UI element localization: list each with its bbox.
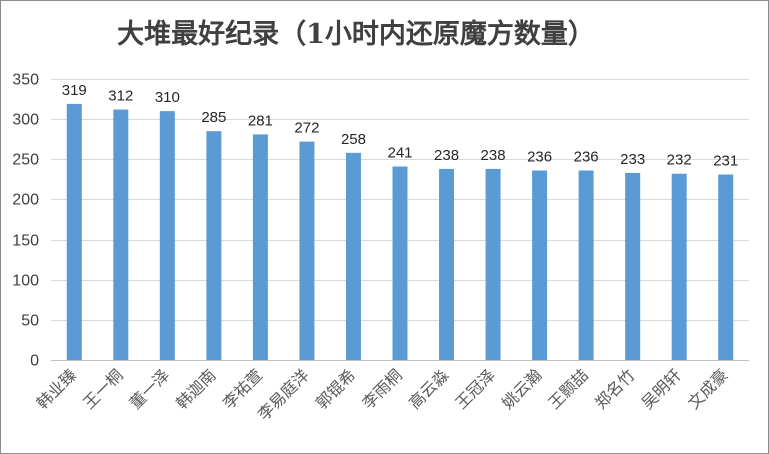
bar-8	[392, 166, 408, 360]
chart-title: 大堆最好纪录（1小时内还原魔方数量）	[117, 18, 595, 50]
bar-15	[718, 174, 734, 360]
bar-1	[66, 103, 82, 360]
data-label: 233	[620, 151, 645, 168]
x-tick-label: 王冠泽	[452, 365, 499, 412]
bar-6	[299, 141, 315, 360]
y-tick-label: 300	[12, 112, 39, 129]
y-tick-label: 150	[12, 233, 39, 250]
bar-14	[671, 173, 687, 360]
data-label: 319	[62, 82, 87, 99]
x-tick-label: 郭锟希	[312, 365, 359, 412]
y-tick-label: 100	[12, 273, 39, 290]
bar-2	[113, 109, 129, 360]
x-tick-label: 姚云瀚	[498, 365, 545, 412]
x-tick-label: 郑名竹	[591, 365, 638, 412]
data-label: 238	[434, 147, 459, 164]
data-label: 236	[574, 149, 599, 166]
x-tick-label: 高云淼	[405, 365, 452, 412]
bar-11	[532, 170, 548, 360]
data-label: 312	[108, 88, 133, 105]
data-label: 258	[341, 131, 366, 148]
data-label: 310	[155, 89, 180, 106]
y-axis: 0 50 100 150 200 250 300 350	[12, 72, 39, 370]
bar-3	[159, 111, 175, 360]
data-label: 236	[527, 149, 552, 166]
y-tick-label: 250	[12, 152, 39, 169]
bar-5	[252, 134, 268, 360]
x-tick-label: 董一泽	[126, 365, 173, 412]
data-label: 281	[248, 112, 273, 129]
y-tick-label: 0	[30, 353, 39, 370]
data-label: 285	[201, 109, 226, 126]
bar-12	[578, 170, 594, 360]
bar-7	[345, 152, 361, 360]
y-tick-label: 350	[12, 72, 39, 89]
x-tick-label: 王一桐	[79, 365, 126, 412]
bar-13	[625, 172, 641, 360]
x-tick-label: 李雨桐	[358, 365, 405, 412]
data-labels: 319 312 310 285 281 272 258 241 238 238 236 236 233 2…	[62, 82, 738, 170]
x-tick-label: 文成豪	[684, 365, 731, 412]
x-tick-label: 韩迦南	[172, 365, 219, 412]
bar-9	[439, 168, 455, 360]
data-label: 231	[713, 153, 738, 170]
x-tick-label: 李易庭洋	[254, 365, 313, 424]
bar-10	[485, 168, 501, 360]
y-tick-label: 50	[21, 313, 39, 330]
x-tick-label: 吴明轩	[638, 365, 685, 412]
bars	[66, 103, 734, 360]
bar-4	[206, 131, 222, 360]
data-label: 238	[481, 147, 506, 164]
x-tick-label: 韩业臻	[33, 365, 80, 412]
x-tick-label: 王颢喆	[545, 365, 592, 412]
data-label: 272	[294, 120, 319, 137]
data-label: 232	[667, 152, 692, 169]
y-tick-label: 200	[12, 192, 39, 209]
data-label: 241	[387, 145, 412, 162]
